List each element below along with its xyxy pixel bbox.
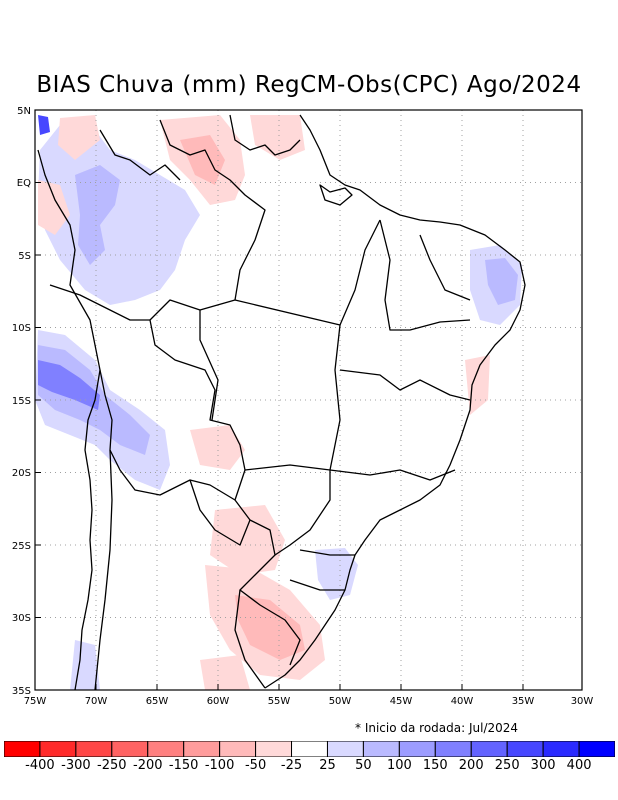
colorbar-label-7: -25 [280, 758, 303, 773]
colorbar-label-10: 100 [386, 758, 412, 773]
lon-label-30w: 30W [571, 696, 594, 707]
state-border-3 [339, 219, 381, 326]
red-area-mato-grosso-sul [190, 425, 245, 470]
lon-label-60w: 60W [207, 696, 230, 707]
lon-label-55w: 55W [268, 696, 291, 707]
red-area-guiana [250, 115, 305, 160]
colorbar-label-12: 200 [458, 758, 484, 773]
red-area-colombia-north [58, 115, 100, 160]
lat-label-10s: 10S [12, 323, 31, 334]
colorbar-label-14: 300 [530, 758, 556, 773]
colorbar [4, 741, 615, 757]
colorbar-swatch-5 [183, 741, 221, 757]
borders [37, 114, 526, 690]
colorbar-swatch-4 [147, 741, 185, 757]
state-border-1 [234, 299, 341, 471]
lon-label-40w: 40W [451, 696, 474, 707]
red-area-colombia [38, 180, 70, 235]
bias-shading [35, 115, 522, 690]
guianas-borders [229, 114, 301, 156]
state-border-4 [379, 219, 471, 331]
colorbar-swatch-2 [75, 741, 113, 757]
state-border-5 [339, 369, 471, 401]
blue-area-northeast-mid [485, 258, 518, 305]
lon-label-45w: 45W [390, 696, 413, 707]
lat-lon-grid [35, 110, 582, 690]
pacific-coastline [37, 149, 101, 690]
red-area-parana [210, 505, 285, 575]
colorbar-label-8: 25 [319, 758, 336, 773]
lat-label-15s: 15S [12, 396, 31, 407]
colombia-venezuela-border [99, 129, 181, 181]
colorbar-swatch-3 [111, 741, 149, 757]
colorbar-label-1: -300 [61, 758, 91, 773]
red-area-bahia-coast [465, 355, 490, 415]
red-area-rio-grande-sul-mid [235, 595, 305, 660]
run-start-note: * Inicio da rodada: Jul/2024 [355, 721, 519, 735]
state-border-2 [199, 310, 219, 421]
state-border-8 [419, 234, 471, 301]
colorbar-label-0: -400 [25, 758, 55, 773]
colorbar-label-11: 150 [422, 758, 448, 773]
blue-area-west-amazon-mid [75, 165, 120, 265]
tick-marks [35, 109, 524, 691]
paraguay-border [189, 479, 251, 546]
lat-label-5s: 5S [18, 251, 31, 262]
red-area-roraima-mid [180, 135, 225, 185]
colorbar-swatch-9 [326, 741, 364, 757]
argentina-border [94, 449, 113, 690]
colorbar-label-9: 50 [355, 758, 372, 773]
lon-label-75w: 75W [24, 696, 47, 707]
uruguay-border [234, 589, 266, 689]
colorbar-label-4: -150 [168, 758, 199, 773]
lon-label-65w: 65W [146, 696, 169, 707]
colorbar-swatch-13 [470, 741, 508, 757]
lon-label-50w: 50W [329, 696, 352, 707]
bias-map: 5N EQ 5S 10S 15S 20S 25S 30S 35S 75W 70W… [12, 106, 594, 707]
lat-label-35s: 35S [12, 686, 31, 697]
state-border-9 [299, 549, 355, 556]
colorbar-label-15: 400 [566, 758, 592, 773]
bolivia-chile-border [99, 369, 236, 501]
map-title: BIAS Chuva (mm) RegCM-Obs(CPC) Ago/2024 [36, 72, 582, 98]
blue-area-west-amazon [38, 125, 200, 305]
colorbar-swatch-8 [291, 741, 328, 757]
colorbar-swatch-7 [255, 741, 293, 757]
colorbar-label-3: -200 [133, 758, 163, 773]
blue-area-northwest-corner [38, 115, 50, 135]
lat-label-25s: 25S [12, 541, 31, 552]
peru-bolivia-border [49, 284, 150, 321]
colorbar-swatch-14 [506, 741, 544, 757]
lat-label-20s: 20S [12, 468, 31, 479]
lat-label-30s: 30S [12, 613, 31, 624]
colorbar-label-13: 250 [494, 758, 520, 773]
colorbar-swatch-15 [542, 741, 580, 757]
state-border-7 [244, 464, 331, 556]
blue-area-south-coast [315, 548, 358, 600]
blue-area-andes-core [38, 360, 100, 410]
colorbar-label-6: -50 [244, 758, 267, 773]
state-border-6 [329, 469, 456, 481]
lat-label-5n: 5N [17, 106, 31, 117]
state-border-10 [289, 579, 345, 591]
marajo-island [319, 184, 353, 206]
colorbar-swatch-12 [434, 741, 472, 757]
colorbar-swatch-1 [39, 741, 77, 757]
lon-label-35w: 35W [512, 696, 535, 707]
brazil-west-border [149, 119, 301, 666]
colorbar-swatch-16 [578, 741, 615, 757]
colorbar-swatch-0 [4, 741, 41, 757]
lat-label-eq: EQ [17, 178, 31, 189]
red-area-south-small [200, 655, 250, 690]
colorbar-swatch-6 [219, 741, 257, 757]
lon-label-70w: 70W [85, 696, 108, 707]
colorbar-label-5: -100 [204, 758, 235, 773]
colorbar-swatch-10 [362, 741, 400, 757]
colorbar-labels: -400 -300 -250 -200 -150 -100 -50 -25 25 50 100 150… [0, 758, 618, 776]
colorbar-swatch-11 [398, 741, 436, 757]
colorbar-label-2: -250 [97, 758, 127, 773]
